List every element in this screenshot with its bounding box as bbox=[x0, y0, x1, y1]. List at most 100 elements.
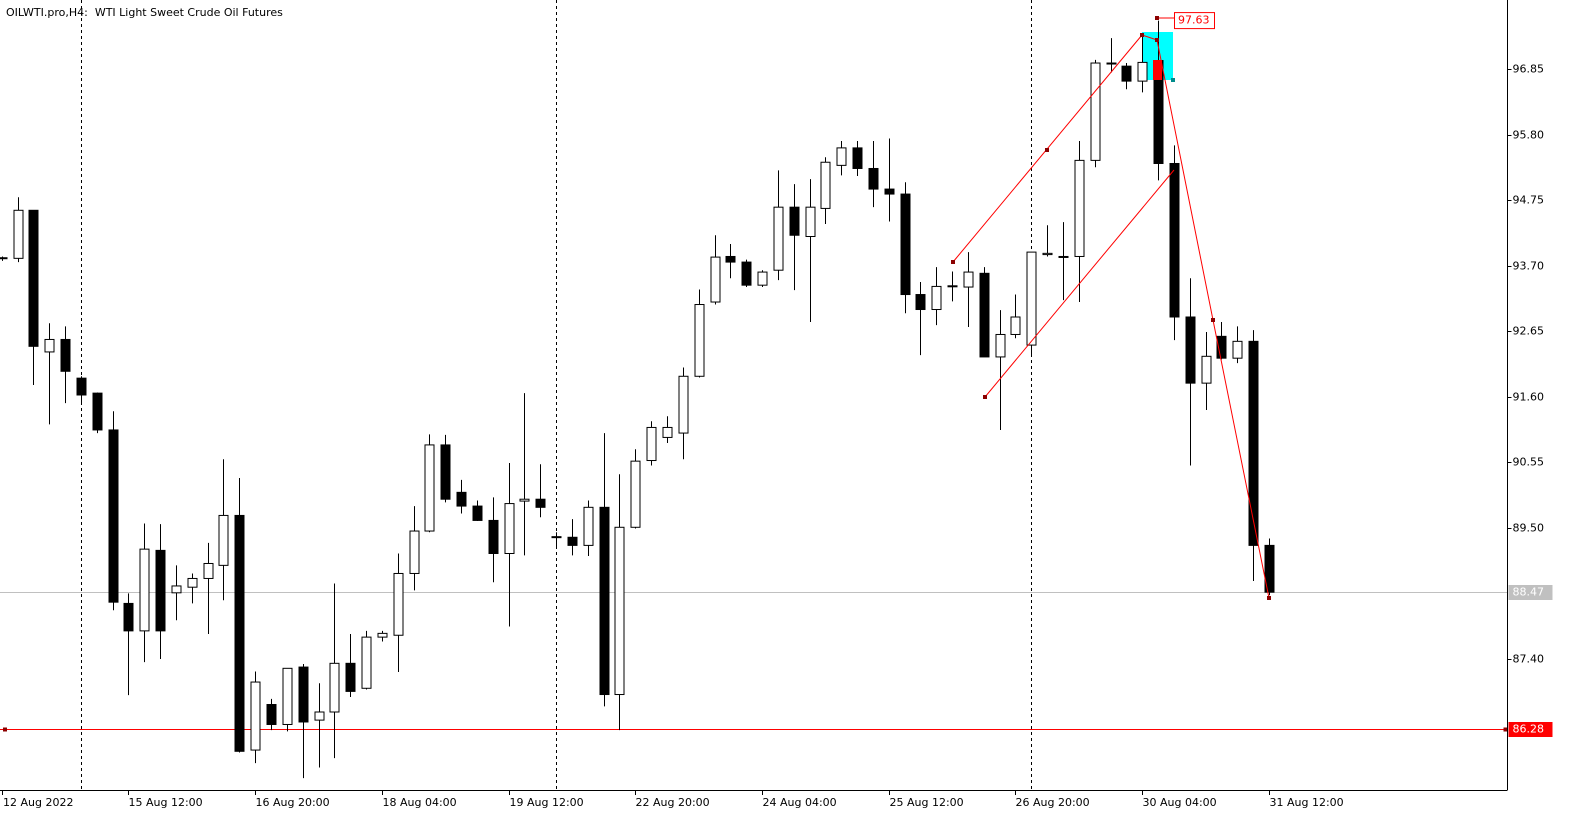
candle-body bbox=[250, 681, 261, 751]
candle-body bbox=[1106, 62, 1117, 65]
candle-body bbox=[361, 636, 372, 689]
x-tick-label: 18 Aug 04:00 bbox=[383, 796, 457, 809]
candle-body bbox=[1042, 252, 1053, 256]
x-tick-label: 26 Aug 20:00 bbox=[1016, 796, 1090, 809]
candle-body bbox=[614, 526, 625, 696]
candle-body bbox=[599, 506, 610, 696]
candle-body bbox=[1201, 355, 1212, 384]
candle-body bbox=[218, 514, 229, 566]
candle-body bbox=[28, 209, 39, 347]
x-tick-label: 30 Aug 04:00 bbox=[1143, 796, 1217, 809]
line-end bbox=[1503, 727, 1508, 732]
candle-body bbox=[472, 505, 483, 521]
candle-body bbox=[298, 666, 309, 723]
candle-body bbox=[535, 498, 546, 508]
candle-body bbox=[171, 585, 182, 594]
candle-body bbox=[345, 662, 356, 692]
candle-body bbox=[1232, 340, 1243, 359]
candle-body bbox=[1137, 61, 1148, 82]
candle-body bbox=[409, 530, 420, 574]
candle-body bbox=[694, 304, 705, 377]
y-tick-label: 92.65 bbox=[1513, 325, 1545, 338]
candle-body bbox=[76, 377, 87, 396]
candle-body bbox=[44, 338, 55, 353]
point bbox=[951, 260, 955, 264]
candle-body bbox=[108, 429, 119, 603]
candle-body bbox=[234, 514, 245, 752]
candle-body bbox=[377, 632, 388, 638]
candle-body bbox=[1074, 159, 1085, 257]
candle-body bbox=[504, 503, 515, 554]
candle-body bbox=[583, 506, 594, 546]
candle-body bbox=[488, 519, 499, 554]
candle-body bbox=[995, 333, 1006, 358]
candle-body bbox=[789, 206, 800, 236]
x-tick-label: 19 Aug 12:00 bbox=[510, 796, 584, 809]
candle-body bbox=[424, 444, 435, 532]
candle-body bbox=[868, 167, 879, 190]
candle-body bbox=[805, 206, 816, 238]
candle-body bbox=[0, 257, 8, 260]
candle-body bbox=[60, 338, 71, 372]
candle-body bbox=[1264, 544, 1275, 593]
chart-title: OILWTI.pro,H4: WTI Light Sweet Crude Oil… bbox=[6, 6, 283, 19]
y-tick-label: 95.80 bbox=[1513, 129, 1545, 142]
candle-body bbox=[266, 704, 277, 725]
x-tick-label: 31 Aug 12:00 bbox=[1270, 796, 1344, 809]
candle-body bbox=[630, 460, 641, 528]
x-tick-label: 12 Aug 2022 bbox=[3, 796, 73, 809]
candle-body bbox=[329, 662, 340, 713]
candle-body bbox=[678, 375, 689, 434]
x-tick-label: 22 Aug 20:00 bbox=[636, 796, 710, 809]
candle-body bbox=[187, 577, 198, 588]
candle-body bbox=[393, 572, 404, 636]
candle-body bbox=[456, 491, 467, 507]
candle-body bbox=[725, 255, 736, 263]
candle-body bbox=[1169, 162, 1180, 318]
x-tick-label: 16 Aug 20:00 bbox=[256, 796, 330, 809]
pattern-points bbox=[951, 16, 1271, 600]
candle-body bbox=[1248, 340, 1259, 546]
point bbox=[1155, 38, 1159, 42]
price-label-box bbox=[1508, 585, 1553, 600]
highlight-body bbox=[1153, 60, 1162, 80]
line-end bbox=[3, 727, 7, 732]
y-tick-label: 93.70 bbox=[1513, 260, 1545, 273]
candle-body bbox=[1216, 335, 1227, 359]
trend-line bbox=[984, 169, 1175, 398]
candle-body bbox=[1185, 316, 1196, 384]
point bbox=[1140, 33, 1144, 37]
candle-body bbox=[139, 548, 150, 632]
x-tick-label: 24 Aug 04:00 bbox=[763, 796, 837, 809]
candle-body bbox=[155, 549, 166, 632]
candle-body bbox=[757, 271, 768, 286]
x-tick-label: 25 Aug 12:00 bbox=[890, 796, 964, 809]
y-tick-label: 91.60 bbox=[1513, 391, 1545, 404]
candle-body bbox=[979, 272, 990, 358]
candle-body bbox=[963, 271, 974, 288]
candle-body bbox=[884, 188, 895, 195]
point bbox=[1045, 148, 1049, 152]
price-label-box bbox=[1508, 722, 1553, 737]
point bbox=[1155, 16, 1159, 20]
candle-body bbox=[646, 426, 657, 462]
candle-body bbox=[947, 285, 958, 288]
y-tick-label: 94.75 bbox=[1513, 194, 1545, 207]
candle-body bbox=[1121, 65, 1132, 82]
candle-body bbox=[836, 147, 847, 166]
candle-body bbox=[1026, 251, 1037, 346]
annotation-box bbox=[1174, 12, 1215, 30]
y-tick-label: 89.50 bbox=[1513, 522, 1545, 535]
candle-body bbox=[1010, 316, 1021, 335]
point bbox=[983, 395, 987, 399]
candle-body bbox=[931, 285, 942, 311]
annotation-label: 97.63 bbox=[1178, 14, 1210, 27]
candle-body bbox=[662, 426, 673, 438]
candle-body bbox=[519, 498, 530, 502]
candle-body bbox=[203, 562, 214, 579]
candles bbox=[0, 20, 1275, 779]
point bbox=[1171, 78, 1175, 82]
point bbox=[1211, 318, 1215, 322]
